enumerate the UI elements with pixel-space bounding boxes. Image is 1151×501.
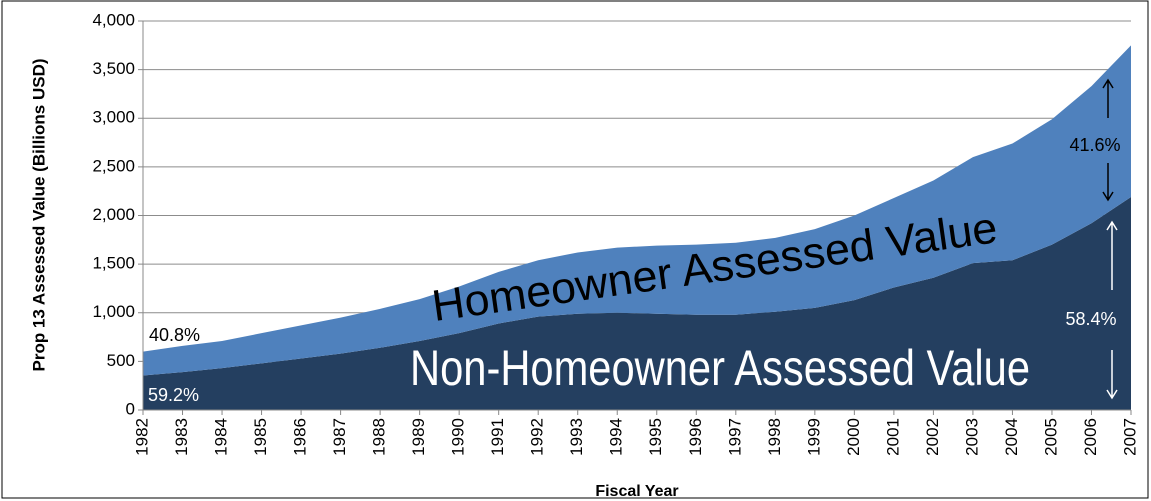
x-axis-title: Fiscal Year bbox=[595, 483, 678, 500]
y-tick-label: 1,500 bbox=[92, 254, 135, 273]
y-tick-label: 2,500 bbox=[92, 156, 135, 175]
x-tick-label: 2002 bbox=[923, 418, 942, 456]
x-tick-label: 1991 bbox=[488, 418, 507, 456]
y-tick-label: 3,000 bbox=[92, 108, 135, 127]
arrow bbox=[1102, 163, 1114, 202]
y-axis-title: Prop 13 Assessed Value (Billions USD) bbox=[29, 58, 48, 371]
y-tick-label: 0 bbox=[126, 399, 135, 418]
x-tick-label: 1982 bbox=[132, 418, 151, 456]
series-label: Non-Homeowner Assessed Value bbox=[410, 340, 1030, 396]
x-tick-label: 1990 bbox=[449, 418, 468, 456]
annotation: 58.4% bbox=[1065, 309, 1116, 329]
x-tick-label: 1985 bbox=[251, 418, 270, 456]
x-tick-label: 1993 bbox=[567, 418, 586, 456]
x-tick-label: 2007 bbox=[1120, 418, 1139, 456]
y-tick-label: 4,000 bbox=[92, 10, 135, 29]
area bbox=[143, 197, 1131, 410]
x-tick-label: 1996 bbox=[686, 418, 705, 456]
x-tick-label: 1983 bbox=[172, 418, 191, 456]
arrows bbox=[1106, 220, 1118, 400]
x-tick-label: 1984 bbox=[212, 418, 231, 456]
x-tick-label: 1998 bbox=[765, 418, 784, 456]
areas bbox=[143, 45, 1131, 410]
x-tick-label: 1997 bbox=[725, 418, 744, 456]
y-tick-label: 500 bbox=[107, 351, 135, 370]
x-tick-label: 2003 bbox=[962, 418, 981, 456]
axes: 0 500 1,000 1,500 2,000 2,500 3,000 3,500 4,000 1… bbox=[92, 10, 1139, 455]
x-tick-label: 1989 bbox=[409, 418, 428, 456]
x-tick-label: 2004 bbox=[1002, 418, 1021, 456]
arrow bbox=[1106, 220, 1118, 290]
x-tick-label: 2001 bbox=[883, 418, 902, 456]
arrow bbox=[1102, 78, 1114, 118]
annotation: 59.2% bbox=[148, 385, 199, 405]
x-tick-label: 1987 bbox=[330, 418, 349, 456]
annotation: 41.6% bbox=[1069, 135, 1120, 155]
annotation: 40.8% bbox=[149, 325, 200, 345]
x-tick-label: 1995 bbox=[646, 418, 665, 456]
y-tick-label: 3,500 bbox=[92, 59, 135, 78]
y-tick-label: 2,000 bbox=[92, 205, 135, 224]
y-tick-label: 1,000 bbox=[92, 302, 135, 321]
arrows bbox=[1102, 78, 1114, 202]
x-tick-label: 1999 bbox=[804, 418, 823, 456]
x-tick-label: 1994 bbox=[607, 418, 626, 456]
x-tick-label: 2000 bbox=[844, 418, 863, 456]
area bbox=[143, 45, 1131, 376]
x-tick-label: 1986 bbox=[291, 418, 310, 456]
x-tick-label: 1988 bbox=[370, 418, 389, 456]
x-tick-label: 2005 bbox=[1041, 418, 1060, 456]
x-tick-label: 1992 bbox=[528, 418, 547, 456]
x-tick-label: 2006 bbox=[1081, 418, 1100, 456]
arrow bbox=[1106, 350, 1118, 400]
